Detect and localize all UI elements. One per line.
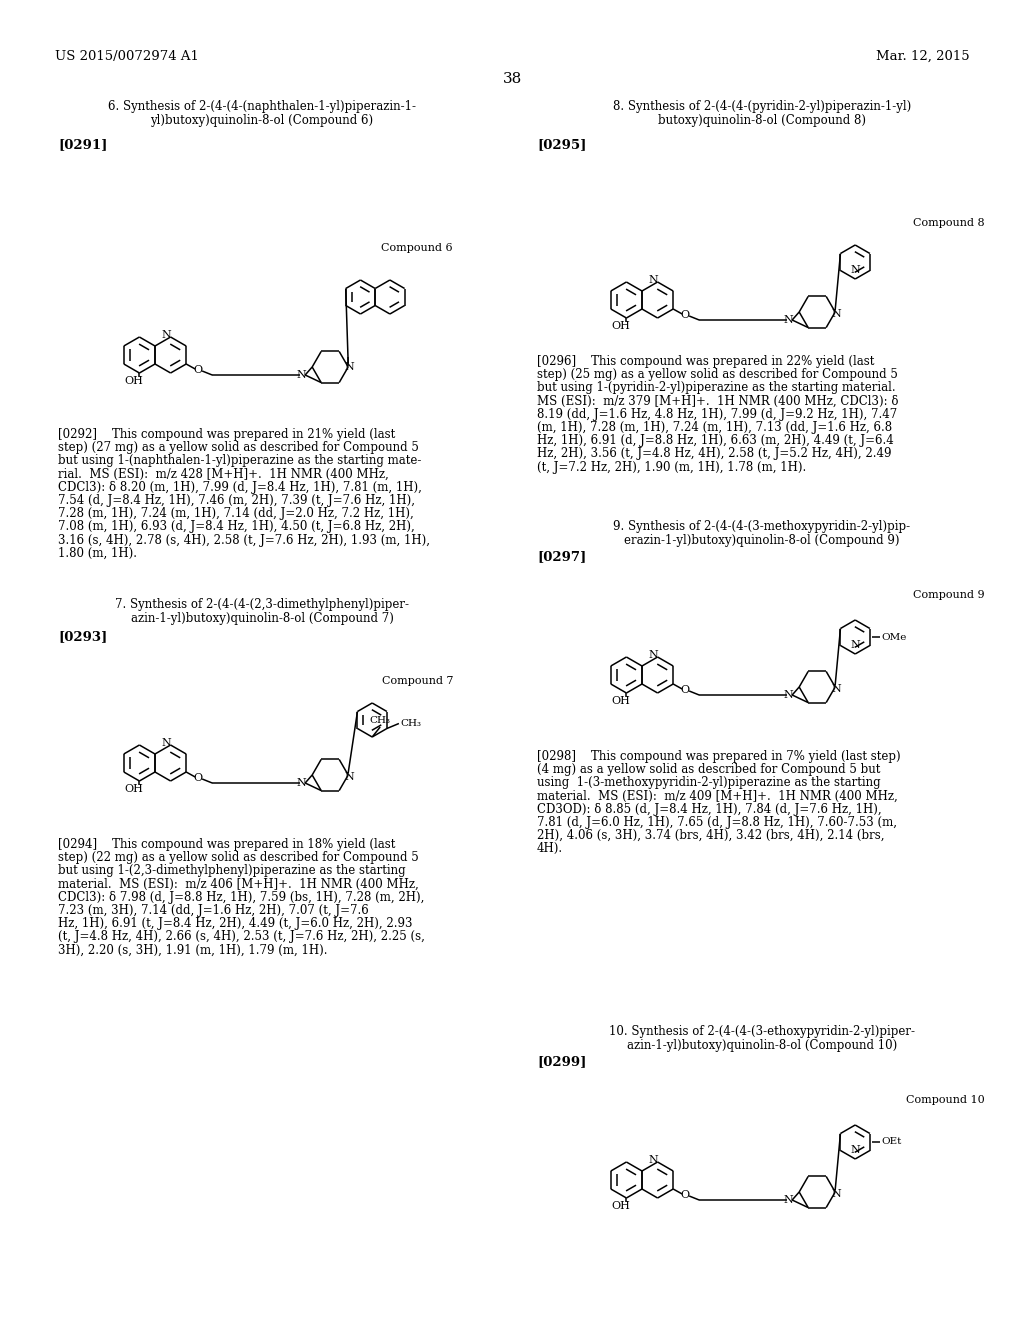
Text: azin-1-yl)butoxy)quinolin-8-ol (Compound 7): azin-1-yl)butoxy)quinolin-8-ol (Compound… <box>131 612 393 624</box>
Text: 1.80 (m, 1H).: 1.80 (m, 1H). <box>58 546 137 560</box>
Text: Compound 9: Compound 9 <box>913 590 985 601</box>
Text: 8.19 (dd, J=1.6 Hz, 4.8 Hz, 1H), 7.99 (d, J=9.2 Hz, 1H), 7.47: 8.19 (dd, J=1.6 Hz, 4.8 Hz, 1H), 7.99 (d… <box>537 408 897 421</box>
Text: 7.54 (d, J=8.4 Hz, 1H), 7.46 (m, 2H), 7.39 (t, J=7.6 Hz, 1H),: 7.54 (d, J=8.4 Hz, 1H), 7.46 (m, 2H), 7.… <box>58 494 415 507</box>
Text: but using 1-(naphthalen-1-yl)piperazine as the starting mate-: but using 1-(naphthalen-1-yl)piperazine … <box>58 454 421 467</box>
Text: 9. Synthesis of 2-(4-(4-(3-methoxypyridin-2-yl)pip-: 9. Synthesis of 2-(4-(4-(3-methoxypyridi… <box>613 520 910 533</box>
Text: material.  MS (ESI):  m/z 406 [M+H]+.  1H NMR (400 MHz,: material. MS (ESI): m/z 406 [M+H]+. 1H N… <box>58 878 419 891</box>
Text: 10. Synthesis of 2-(4-(4-(3-ethoxypyridin-2-yl)piper-: 10. Synthesis of 2-(4-(4-(3-ethoxypyridi… <box>609 1026 915 1038</box>
Text: Hz, 1H), 6.91 (d, J=8.8 Hz, 1H), 6.63 (m, 2H), 4.49 (t, J=6.4: Hz, 1H), 6.91 (d, J=8.8 Hz, 1H), 6.63 (m… <box>537 434 894 447</box>
Text: MS (ESI):  m/z 379 [M+H]+.  1H NMR (400 MHz, CDCl3): δ: MS (ESI): m/z 379 [M+H]+. 1H NMR (400 MH… <box>537 395 898 408</box>
Text: N: N <box>831 684 841 694</box>
Text: N: N <box>162 330 171 341</box>
Text: material.  MS (ESI):  m/z 409 [M+H]+.  1H NMR (400 MHz,: material. MS (ESI): m/z 409 [M+H]+. 1H N… <box>537 789 898 803</box>
Text: N: N <box>783 1195 793 1205</box>
Text: OMe: OMe <box>882 632 906 642</box>
Text: CH₃: CH₃ <box>400 719 421 729</box>
Text: Hz, 2H), 3.56 (t, J=4.8 Hz, 4H), 2.58 (t, J=5.2 Hz, 4H), 2.49: Hz, 2H), 3.56 (t, J=4.8 Hz, 4H), 2.58 (t… <box>537 447 892 461</box>
Text: CH₃: CH₃ <box>370 715 391 725</box>
Text: (t, J=7.2 Hz, 2H), 1.90 (m, 1H), 1.78 (m, 1H).: (t, J=7.2 Hz, 2H), 1.90 (m, 1H), 1.78 (m… <box>537 461 806 474</box>
Text: N: N <box>783 690 793 700</box>
Text: 2H), 4.06 (s, 3H), 3.74 (brs, 4H), 3.42 (brs, 4H), 2.14 (brs,: 2H), 4.06 (s, 3H), 3.74 (brs, 4H), 3.42 … <box>537 829 885 842</box>
Text: O: O <box>194 774 203 783</box>
Text: CDCl3): δ 7.98 (d, J=8.8 Hz, 1H), 7.59 (bs, 1H), 7.28 (m, 2H),: CDCl3): δ 7.98 (d, J=8.8 Hz, 1H), 7.59 (… <box>58 891 424 904</box>
Text: N: N <box>831 1189 841 1199</box>
Text: CD3OD): δ 8.85 (d, J=8.4 Hz, 1H), 7.84 (d, J=7.6 Hz, 1H),: CD3OD): δ 8.85 (d, J=8.4 Hz, 1H), 7.84 (… <box>537 803 882 816</box>
Text: N: N <box>831 309 841 319</box>
Text: [0292]    This compound was prepared in 21% yield (last: [0292] This compound was prepared in 21%… <box>58 428 395 441</box>
Text: Compound 8: Compound 8 <box>913 218 985 228</box>
Text: OH: OH <box>124 376 143 385</box>
Text: [0294]    This compound was prepared in 18% yield (last: [0294] This compound was prepared in 18%… <box>58 838 395 851</box>
Text: 7. Synthesis of 2-(4-(4-(2,3-dimethylphenyl)piper-: 7. Synthesis of 2-(4-(4-(2,3-dimethylphe… <box>115 598 409 611</box>
Text: step) (25 mg) as a yellow solid as described for Compound 5: step) (25 mg) as a yellow solid as descr… <box>537 368 898 381</box>
Text: 4H).: 4H). <box>537 842 563 855</box>
Text: [0299]: [0299] <box>537 1055 587 1068</box>
Text: N: N <box>850 640 860 649</box>
Text: Mar. 12, 2015: Mar. 12, 2015 <box>877 50 970 63</box>
Text: OH: OH <box>124 784 143 795</box>
Text: N: N <box>296 777 306 788</box>
Text: 7.23 (m, 3H), 7.14 (dd, J=1.6 Hz, 2H), 7.07 (t, J=7.6: 7.23 (m, 3H), 7.14 (dd, J=1.6 Hz, 2H), 7… <box>58 904 369 917</box>
Text: N: N <box>162 738 171 748</box>
Text: 38: 38 <box>503 73 521 86</box>
Text: 8. Synthesis of 2-(4-(4-(pyridin-2-yl)piperazin-1-yl): 8. Synthesis of 2-(4-(4-(pyridin-2-yl)pi… <box>613 100 911 114</box>
Text: erazin-1-yl)butoxy)quinolin-8-ol (Compound 9): erazin-1-yl)butoxy)quinolin-8-ol (Compou… <box>625 535 900 546</box>
Text: OH: OH <box>611 321 630 331</box>
Text: step) (27 mg) as a yellow solid as described for Compound 5: step) (27 mg) as a yellow solid as descr… <box>58 441 419 454</box>
Text: N: N <box>649 1155 658 1166</box>
Text: Compound 6: Compound 6 <box>381 243 453 253</box>
Text: N: N <box>850 1144 860 1155</box>
Text: 6. Synthesis of 2-(4-(4-(naphthalen-1-yl)piperazin-1-: 6. Synthesis of 2-(4-(4-(naphthalen-1-yl… <box>108 100 416 114</box>
Text: yl)butoxy)quinolin-8-ol (Compound 6): yl)butoxy)quinolin-8-ol (Compound 6) <box>151 114 374 127</box>
Text: (4 mg) as a yellow solid as described for Compound 5 but: (4 mg) as a yellow solid as described fo… <box>537 763 881 776</box>
Text: 3H), 2.20 (s, 3H), 1.91 (m, 1H), 1.79 (m, 1H).: 3H), 2.20 (s, 3H), 1.91 (m, 1H), 1.79 (m… <box>58 944 328 957</box>
Text: O: O <box>681 685 690 696</box>
Text: step) (22 mg) as a yellow solid as described for Compound 5: step) (22 mg) as a yellow solid as descr… <box>58 851 419 865</box>
Text: rial.  MS (ESI):  m/z 428 [M+H]+.  1H NMR (400 MHz,: rial. MS (ESI): m/z 428 [M+H]+. 1H NMR (… <box>58 467 389 480</box>
Text: butoxy)quinolin-8-ol (Compound 8): butoxy)quinolin-8-ol (Compound 8) <box>658 114 866 127</box>
Text: N: N <box>649 649 658 660</box>
Text: but using 1-(2,3-dimethylphenyl)piperazine as the starting: but using 1-(2,3-dimethylphenyl)piperazi… <box>58 865 406 878</box>
Text: N: N <box>344 772 354 781</box>
Text: Compound 7: Compound 7 <box>382 676 453 686</box>
Text: N: N <box>649 275 658 285</box>
Text: OEt: OEt <box>882 1138 901 1147</box>
Text: [0296]    This compound was prepared in 22% yield (last: [0296] This compound was prepared in 22%… <box>537 355 874 368</box>
Text: [0291]: [0291] <box>58 139 108 150</box>
Text: OH: OH <box>611 1201 630 1210</box>
Text: O: O <box>681 310 690 319</box>
Text: 7.08 (m, 1H), 6.93 (d, J=8.4 Hz, 1H), 4.50 (t, J=6.8 Hz, 2H),: 7.08 (m, 1H), 6.93 (d, J=8.4 Hz, 1H), 4.… <box>58 520 415 533</box>
Text: (t, J=4.8 Hz, 4H), 2.66 (s, 4H), 2.53 (t, J=7.6 Hz, 2H), 2.25 (s,: (t, J=4.8 Hz, 4H), 2.66 (s, 4H), 2.53 (t… <box>58 931 425 944</box>
Text: 7.28 (m, 1H), 7.24 (m, 1H), 7.14 (dd, J=2.0 Hz, 7.2 Hz, 1H),: 7.28 (m, 1H), 7.24 (m, 1H), 7.14 (dd, J=… <box>58 507 414 520</box>
Text: N: N <box>783 315 793 325</box>
Text: [0295]: [0295] <box>537 139 587 150</box>
Text: azin-1-yl)butoxy)quinolin-8-ol (Compound 10): azin-1-yl)butoxy)quinolin-8-ol (Compound… <box>627 1039 897 1052</box>
Text: OH: OH <box>611 696 630 706</box>
Text: 7.81 (d, J=6.0 Hz, 1H), 7.65 (d, J=8.8 Hz, 1H), 7.60-7.53 (m,: 7.81 (d, J=6.0 Hz, 1H), 7.65 (d, J=8.8 H… <box>537 816 897 829</box>
Text: [0298]    This compound was prepared in 7% yield (last step): [0298] This compound was prepared in 7% … <box>537 750 901 763</box>
Text: using  1-(3-methoxypyridin-2-yl)piperazine as the starting: using 1-(3-methoxypyridin-2-yl)piperazin… <box>537 776 881 789</box>
Text: (m, 1H), 7.28 (m, 1H), 7.24 (m, 1H), 7.13 (dd, J=1.6 Hz, 6.8: (m, 1H), 7.28 (m, 1H), 7.24 (m, 1H), 7.1… <box>537 421 892 434</box>
Text: Compound 10: Compound 10 <box>906 1096 985 1105</box>
Text: O: O <box>194 366 203 375</box>
Text: but using 1-(pyridin-2-yl)piperazine as the starting material.: but using 1-(pyridin-2-yl)piperazine as … <box>537 381 896 395</box>
Text: [0297]: [0297] <box>537 550 587 564</box>
Text: O: O <box>681 1191 690 1200</box>
Text: CDCl3): δ 8.20 (m, 1H), 7.99 (d, J=8.4 Hz, 1H), 7.81 (m, 1H),: CDCl3): δ 8.20 (m, 1H), 7.99 (d, J=8.4 H… <box>58 480 422 494</box>
Text: [0293]: [0293] <box>58 630 108 643</box>
Text: N: N <box>344 362 354 372</box>
Text: N: N <box>296 370 306 380</box>
Text: N: N <box>850 265 860 275</box>
Text: Hz, 1H), 6.91 (t, J=8.4 Hz, 2H), 4.49 (t, J=6.0 Hz, 2H), 2.93: Hz, 1H), 6.91 (t, J=8.4 Hz, 2H), 4.49 (t… <box>58 917 413 931</box>
Text: US 2015/0072974 A1: US 2015/0072974 A1 <box>55 50 199 63</box>
Text: 3.16 (s, 4H), 2.78 (s, 4H), 2.58 (t, J=7.6 Hz, 2H), 1.93 (m, 1H),: 3.16 (s, 4H), 2.78 (s, 4H), 2.58 (t, J=7… <box>58 533 430 546</box>
